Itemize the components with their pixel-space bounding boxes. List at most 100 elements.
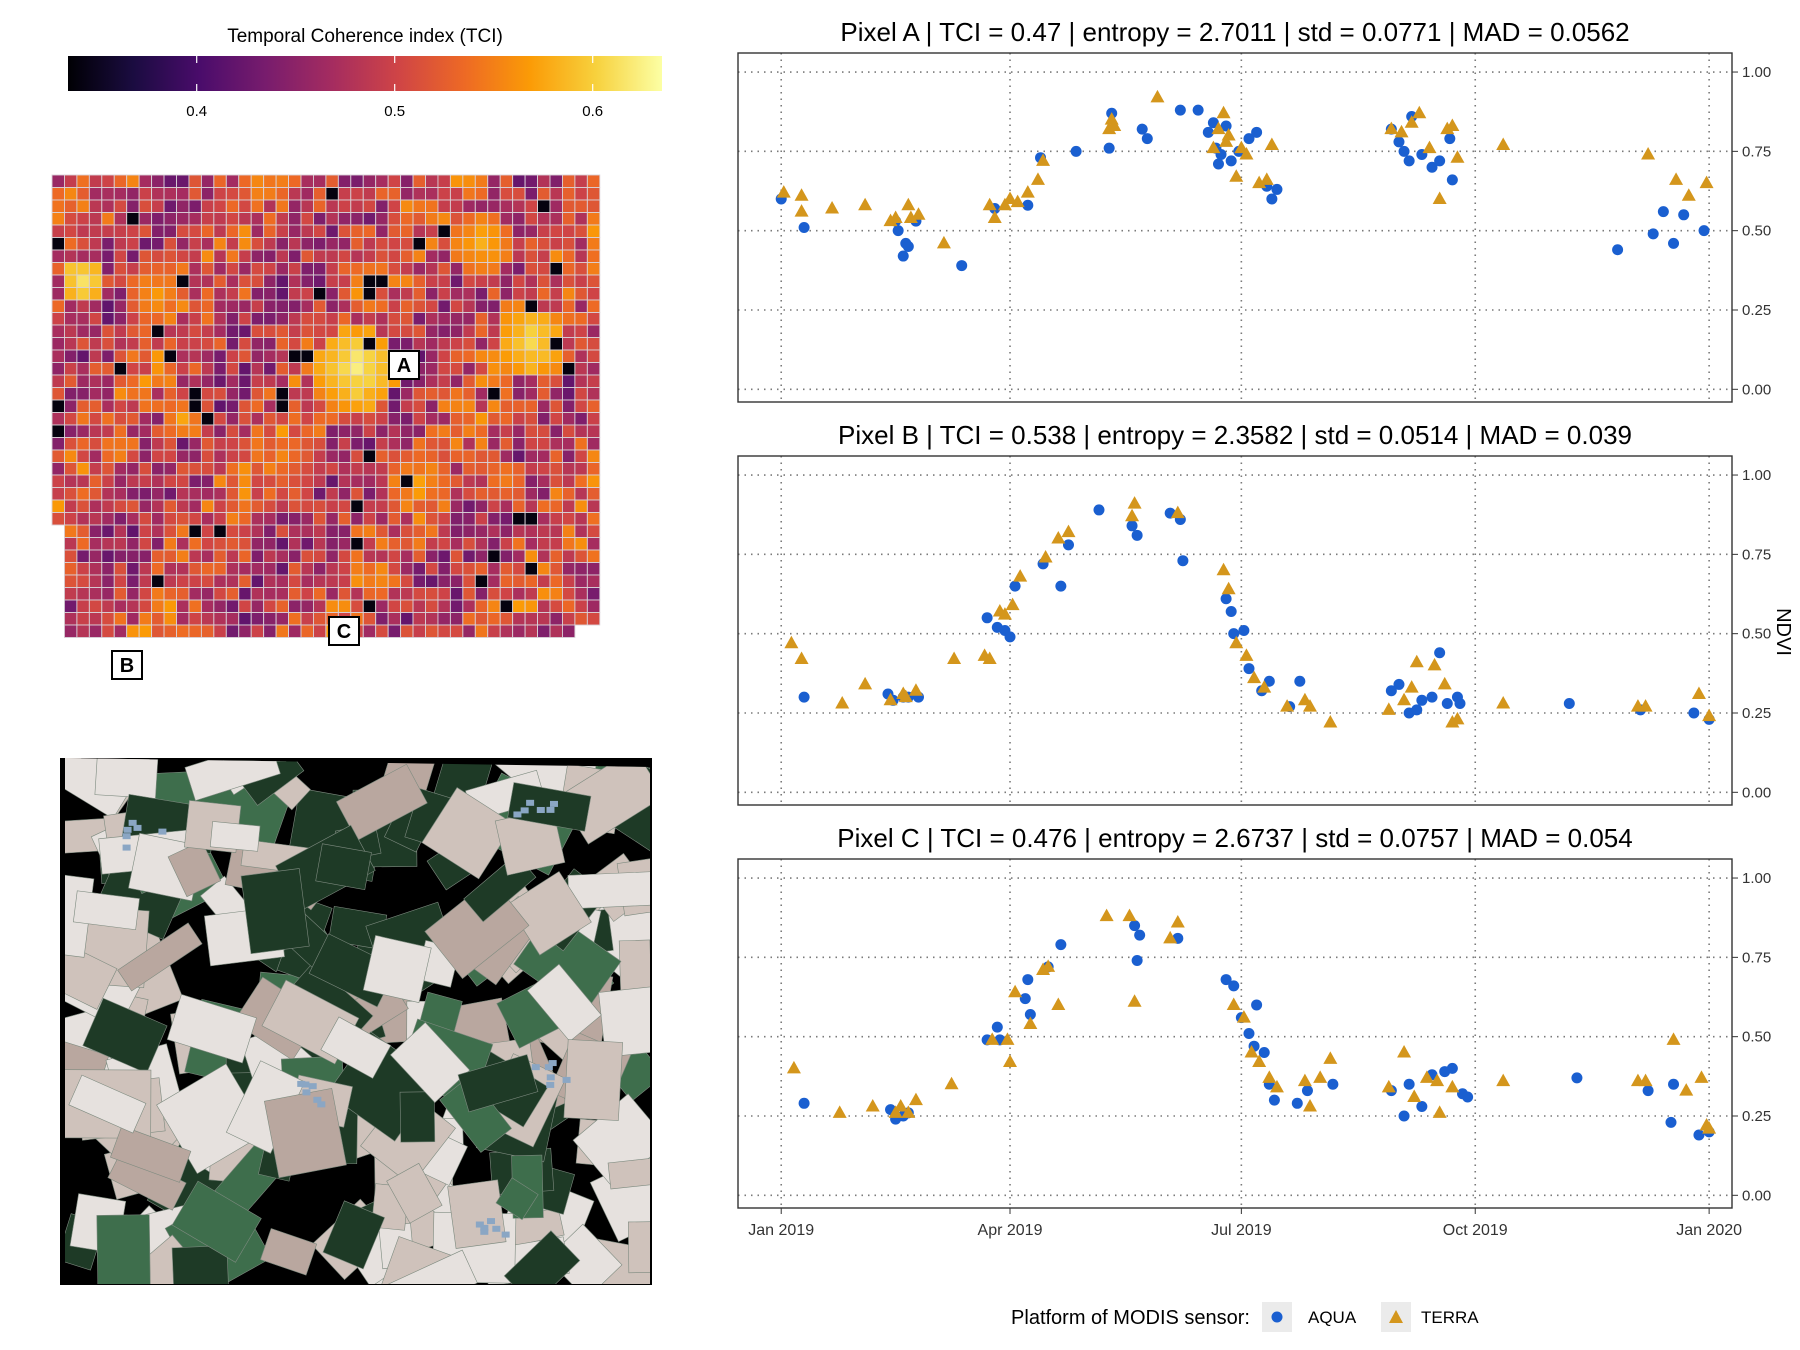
heatmap-cell [474, 374, 489, 388]
heatmap-cell [362, 499, 377, 513]
heatmap-cell [113, 199, 128, 213]
y-axis-label: NDVI [1772, 608, 1794, 656]
heatmap-cell [113, 174, 128, 188]
heatmap-cell [487, 274, 501, 288]
x-tick-label: Jul 2019 [1211, 1222, 1272, 1239]
heatmap-cell [512, 612, 526, 626]
terra-point [911, 207, 926, 220]
aqua-point [1266, 193, 1278, 205]
heatmap-cell [586, 574, 601, 588]
aqua-point [1141, 133, 1153, 145]
heatmap-cell [151, 487, 165, 501]
aqua-point [1668, 237, 1680, 249]
heatmap-cell [512, 274, 526, 288]
heatmap-cell [425, 399, 439, 413]
heatmap-cell [151, 412, 165, 426]
heatmap-cell [487, 212, 501, 226]
satellite-village [475, 1221, 484, 1228]
aqua-point [1093, 504, 1105, 516]
heatmap-cell [537, 187, 551, 201]
heatmap-cell [113, 324, 128, 338]
heatmap-cell [537, 599, 551, 613]
pixel-label-C-text: C [337, 621, 351, 643]
heatmap-cell [437, 212, 451, 226]
heatmap-cell [337, 262, 352, 276]
heatmap-cell [537, 237, 551, 251]
terra-point [985, 1032, 1000, 1045]
heatmap-cell [362, 437, 377, 451]
terra-point [1003, 191, 1018, 204]
heatmap-cell [537, 487, 551, 501]
heatmap-cell [113, 237, 128, 251]
heatmap-cell [586, 412, 601, 426]
heatmap-cell [524, 487, 538, 501]
heatmap-cell [225, 224, 240, 238]
heatmap-cell [238, 187, 252, 201]
heatmap-cell [63, 237, 78, 251]
heatmap-cell [499, 299, 514, 313]
heatmap-cell [537, 324, 551, 338]
heatmap-cell [238, 424, 252, 438]
heatmap-cell [63, 312, 78, 326]
heatmap-cell [163, 612, 177, 626]
heatmap-cell [200, 612, 215, 626]
heatmap-cell [288, 449, 302, 463]
heatmap-cell [562, 374, 576, 388]
heatmap-cell [337, 274, 352, 288]
heatmap-cell [474, 512, 489, 526]
heatmap-cell [362, 249, 377, 263]
heatmap-cell [213, 287, 227, 301]
heatmap-cell [51, 499, 65, 513]
heatmap-cell [375, 312, 389, 326]
heatmap-cell [449, 474, 464, 488]
heatmap-cell [425, 362, 439, 376]
heatmap-cell [462, 487, 476, 501]
heatmap-cell [76, 387, 90, 401]
heatmap-cell [375, 387, 389, 401]
heatmap-cell [425, 424, 439, 438]
heatmap-cell [113, 274, 128, 288]
heatmap-cell [163, 487, 177, 501]
heatmap-cell [524, 499, 538, 513]
satellite-field [167, 840, 222, 898]
satellite-village [531, 1064, 540, 1071]
heatmap-cell [313, 224, 327, 238]
heatmap-cell [151, 312, 165, 326]
heatmap-cell [449, 587, 464, 601]
heatmap-cell [337, 562, 352, 576]
heatmap-cell [574, 574, 588, 588]
heatmap-cell [288, 312, 302, 326]
heatmap-cell [574, 512, 588, 526]
heatmap-cell [562, 624, 576, 638]
heatmap-cell [362, 462, 377, 476]
heatmap-cell [474, 524, 489, 538]
heatmap-cell [88, 187, 103, 201]
aqua-point [956, 260, 968, 272]
heatmap-cell [537, 512, 551, 526]
heatmap-cell [412, 449, 426, 463]
heatmap-cell [474, 274, 489, 288]
heatmap-cell [76, 574, 90, 588]
heatmap-cell [549, 562, 563, 576]
heatmap-cell [138, 487, 153, 501]
heatmap-cell [250, 362, 265, 376]
heatmap-cell [88, 512, 103, 526]
heatmap-cell [400, 562, 414, 576]
heatmap-cell [437, 349, 451, 363]
heatmap-cell [574, 487, 588, 501]
heatmap-cell [288, 599, 302, 613]
satellite-field [322, 1200, 386, 1270]
heatmap-cell [474, 537, 489, 551]
heatmap-cell [88, 599, 103, 613]
heatmap-cell [562, 487, 576, 501]
heatmap-cell [449, 412, 464, 426]
heatmap-cell [250, 574, 265, 588]
heatmap-cell [275, 599, 290, 613]
heatmap-cell [586, 299, 601, 313]
heatmap-cell [524, 387, 538, 401]
heatmap-cell [462, 587, 476, 601]
heatmap-cell [238, 399, 252, 413]
heatmap-cell [250, 562, 265, 576]
heatmap-cell [188, 212, 202, 226]
terra-point [1404, 115, 1419, 128]
